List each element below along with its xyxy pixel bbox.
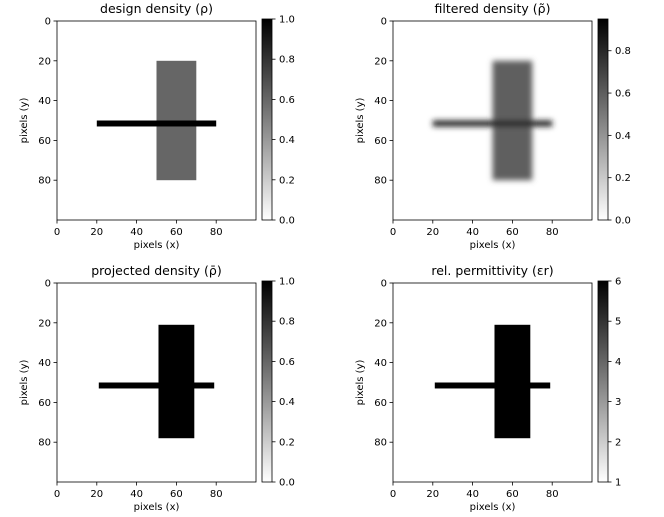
colorbar-tick-label: 0.2 xyxy=(279,175,295,186)
x-axis-label: pixels (x) xyxy=(134,502,180,513)
y-tick-label: 60 xyxy=(38,398,51,409)
chart-title: filtered density (ρ̃) xyxy=(435,1,551,16)
colorbar-tick-label: 1 xyxy=(615,478,621,489)
y-tick-label: 40 xyxy=(38,358,51,369)
axes-frame xyxy=(56,20,257,221)
y-axis-label: pixels (y) xyxy=(355,98,366,144)
y-tick-label: 40 xyxy=(374,96,387,107)
colorbar-tick-label: 0.6 xyxy=(279,95,295,106)
colorbar-tick-label: 0.6 xyxy=(615,89,631,100)
panel-3: 0 20 40 60 80 0 20 40 60 80 pixels (x) pixels (y) pr… xyxy=(19,263,295,513)
x-tick-label: 60 xyxy=(170,489,183,500)
shape-vertical-bar xyxy=(158,324,195,439)
y-tick-label: 80 xyxy=(374,176,387,187)
colorbar-tick-label: 1.0 xyxy=(279,15,295,26)
image-content xyxy=(98,324,215,439)
x-axis-label: pixels (x) xyxy=(470,240,516,251)
axes-frame xyxy=(392,20,593,221)
y-tick-label: 20 xyxy=(374,56,387,67)
y-tick-label: 0 xyxy=(45,17,51,28)
y-tick-label: 80 xyxy=(38,176,51,187)
x-tick-label: 60 xyxy=(506,227,519,238)
colorbar-tick-label: 5 xyxy=(615,317,621,328)
chart-title: rel. permittivity (εr) xyxy=(431,263,553,278)
x-tick-label: 40 xyxy=(466,489,479,500)
chart-title: projected density (ρ̄) xyxy=(91,263,221,278)
colorbar-tick-label: 6 xyxy=(615,277,621,288)
colorbar-tick-label: 0.4 xyxy=(279,397,295,408)
y-tick-label: 20 xyxy=(374,318,387,329)
y-tick-label: 80 xyxy=(374,438,387,449)
x-tick-label: 40 xyxy=(130,489,143,500)
x-tick-label: 0 xyxy=(390,227,396,238)
image-content xyxy=(432,60,553,181)
colorbar-tick-label: 0.8 xyxy=(279,317,295,328)
colorbar-tick-label: 3 xyxy=(615,397,621,408)
axes-frame xyxy=(392,282,593,483)
colorbar xyxy=(261,18,273,221)
x-tick-label: 20 xyxy=(90,489,103,500)
panel-2: 0 20 40 60 80 0 20 40 60 80 pixels (x) pixels (y) fi… xyxy=(355,1,631,251)
x-tick-label: 0 xyxy=(390,489,396,500)
colorbar-tick-label: 0.0 xyxy=(615,216,631,227)
colorbar-tick-label: 0.8 xyxy=(615,46,631,57)
shape-horizontal-bar xyxy=(96,120,217,127)
x-tick-label: 80 xyxy=(210,227,223,238)
colorbar-tick-label: 0.2 xyxy=(279,437,295,448)
y-axis-label: pixels (y) xyxy=(19,360,30,406)
y-tick-label: 20 xyxy=(38,56,51,67)
x-tick-label: 0 xyxy=(54,489,60,500)
colorbar xyxy=(597,280,609,483)
x-tick-label: 80 xyxy=(546,489,559,500)
colorbar-tick-label: 0.8 xyxy=(279,55,295,66)
y-tick-label: 0 xyxy=(381,279,387,290)
panel-1: 0 20 40 60 80 0 20 40 60 80 pixels (x) pixels (y) de… xyxy=(19,1,295,251)
y-tick-label: 0 xyxy=(45,279,51,290)
chart-title: design density (ρ) xyxy=(100,1,213,16)
colorbar-tick-label: 2 xyxy=(615,437,621,448)
colorbar xyxy=(597,18,609,221)
shape-vertical-bar xyxy=(494,324,531,439)
shape-horizontal-bar xyxy=(432,120,553,127)
x-tick-label: 80 xyxy=(546,227,559,238)
x-tick-label: 60 xyxy=(170,227,183,238)
colorbar-tick-label: 0.4 xyxy=(279,135,295,146)
colorbar-tick-label: 0.6 xyxy=(279,357,295,368)
x-tick-label: 40 xyxy=(130,227,143,238)
y-tick-label: 40 xyxy=(38,96,51,107)
axes-frame xyxy=(56,282,257,483)
y-tick-label: 40 xyxy=(374,358,387,369)
panel-4: 0 20 40 60 80 0 20 40 60 80 pixels (x) pixels (y) re… xyxy=(355,263,621,513)
x-axis-label: pixels (x) xyxy=(470,502,516,513)
shape-horizontal-bar xyxy=(98,382,215,389)
y-tick-label: 60 xyxy=(38,136,51,147)
colorbar-tick-label: 1.0 xyxy=(279,277,295,288)
image-content xyxy=(434,324,551,439)
y-axis-label: pixels (y) xyxy=(19,98,30,144)
colorbar-tick-label: 4 xyxy=(615,357,621,368)
colorbar-tick-label: 0.0 xyxy=(279,216,295,227)
y-tick-label: 60 xyxy=(374,398,387,409)
x-tick-label: 20 xyxy=(90,227,103,238)
x-tick-label: 60 xyxy=(506,489,519,500)
colorbar-tick-label: 0.2 xyxy=(615,173,631,184)
colorbar-tick-label: 0.4 xyxy=(615,131,631,142)
x-tick-label: 40 xyxy=(466,227,479,238)
y-tick-label: 0 xyxy=(381,17,387,28)
x-axis-label: pixels (x) xyxy=(134,240,180,251)
colorbar-tick-label: 0.0 xyxy=(279,478,295,489)
x-tick-label: 20 xyxy=(426,489,439,500)
y-tick-label: 80 xyxy=(38,438,51,449)
y-tick-label: 60 xyxy=(374,136,387,147)
x-tick-label: 0 xyxy=(54,227,60,238)
x-tick-label: 80 xyxy=(210,489,223,500)
x-tick-label: 20 xyxy=(426,227,439,238)
colorbar xyxy=(261,280,273,483)
shape-horizontal-bar xyxy=(434,382,551,389)
image-content xyxy=(96,60,217,181)
y-tick-label: 20 xyxy=(38,318,51,329)
y-axis-label: pixels (y) xyxy=(355,360,366,406)
